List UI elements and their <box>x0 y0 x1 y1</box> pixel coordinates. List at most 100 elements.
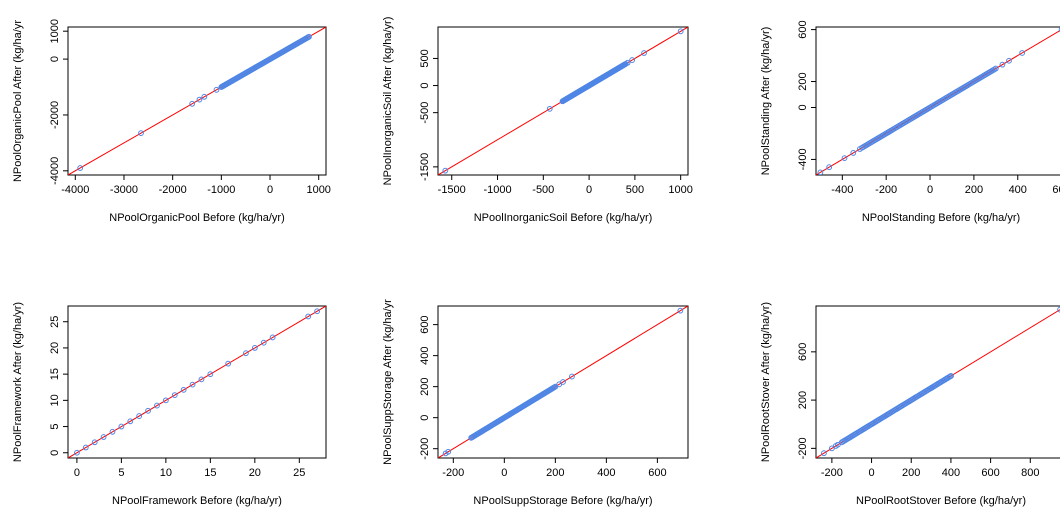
y-tick-label: -4000 <box>49 157 61 185</box>
y-tick-label: 0 <box>419 82 431 88</box>
x-axis-title: NPoolOrganicPool Before (kg/ha/yr) <box>109 212 284 224</box>
data-point <box>442 167 449 174</box>
x-tick-label: 0 <box>586 184 592 196</box>
y-axis-title: NPoolInorganicSoil After (kg/ha/yr) <box>382 17 394 186</box>
data-point <box>196 96 203 103</box>
data-point <box>938 379 944 385</box>
data-point <box>127 418 134 425</box>
y-tick-label: -2000 <box>49 101 61 129</box>
x-tick-label: -200 <box>875 184 897 196</box>
data-point <box>1058 27 1060 33</box>
x-tick-label: 0 <box>267 184 273 196</box>
y-tick-label: 0 <box>49 450 61 456</box>
y-tick-label: -200 <box>797 437 809 459</box>
x-axis-title: NPoolSuppStorage Before (kg/ha/yr) <box>473 495 652 507</box>
x-tick-label: 5 <box>118 467 124 479</box>
data-point <box>560 379 566 385</box>
data-point <box>546 105 553 112</box>
y-tick-label: 200 <box>797 391 809 409</box>
plot-frame <box>437 26 689 176</box>
y-axis-title: NPoolOrganicPool After (kg/ha/yr <box>12 20 24 182</box>
y-tick-label: 20 <box>49 342 61 354</box>
data-point <box>189 381 196 388</box>
data-point <box>306 33 312 40</box>
x-tick-label: 0 <box>74 467 80 479</box>
x-tick-label: 400 <box>1009 184 1027 196</box>
y-tick-label: -500 <box>419 102 431 124</box>
data-point <box>1019 50 1026 56</box>
y-tick-label: 200 <box>797 72 809 90</box>
y-tick-label: -1500 <box>419 153 431 181</box>
x-tick-label: -1500 <box>438 184 466 196</box>
data-point <box>677 307 684 314</box>
y-tick-label: -400 <box>797 148 809 170</box>
data-point <box>136 413 143 419</box>
data-point <box>856 146 863 152</box>
data-point <box>243 350 249 357</box>
data-point <box>948 373 954 379</box>
x-tick-label: 600 <box>1052 184 1060 196</box>
data-point <box>834 441 841 448</box>
data-point <box>223 81 230 88</box>
plot-frame <box>815 26 1060 176</box>
y-tick-label: 500 <box>419 49 431 67</box>
x-tick-label: -400 <box>831 184 853 196</box>
data-point <box>73 449 80 456</box>
data-point <box>198 376 205 383</box>
x-tick-label: 200 <box>965 184 983 196</box>
data-point <box>91 439 98 446</box>
data-point <box>162 397 169 404</box>
data-point <box>821 450 827 457</box>
data-point <box>992 65 999 72</box>
data-point <box>850 150 857 156</box>
data-point <box>305 313 312 320</box>
y-axis-title: NPoolRootStover After (kg/ha/yr) <box>760 302 772 462</box>
data-point <box>138 130 144 137</box>
x-tick-label: 600 <box>648 467 666 479</box>
data-point <box>826 164 833 171</box>
y-axis-title: NPoolFramework After (kg/ha/yr) <box>12 302 24 462</box>
plot-frame <box>815 305 1060 459</box>
x-axis-title: NPoolInorganicSoil Before (kg/ha/yr) <box>474 212 653 224</box>
y-tick-label: 0 <box>49 56 61 62</box>
data-point <box>817 169 824 175</box>
y-tick-label: 600 <box>419 315 431 333</box>
data-point <box>260 339 267 346</box>
data-point <box>154 402 160 409</box>
y-tick-label: 200 <box>419 377 431 395</box>
y-tick-label: 0 <box>419 415 431 421</box>
x-axis-title: NPoolFramework Before (kg/ha/yr) <box>112 495 282 507</box>
data-point <box>677 28 684 35</box>
data-point <box>189 100 196 107</box>
x-tick-label: 20 <box>249 467 261 479</box>
x-tick-label: -4000 <box>61 184 89 196</box>
data-point <box>77 165 84 171</box>
data-point <box>928 385 934 391</box>
data-point <box>624 59 631 66</box>
y-tick-label: 5 <box>49 423 61 429</box>
data-point <box>225 360 232 367</box>
data-point <box>171 392 178 399</box>
y-tick-label: -200 <box>419 438 431 460</box>
y-tick-label: 25 <box>49 316 61 328</box>
x-tick-label: 0 <box>927 184 933 196</box>
x-tick-label: 10 <box>160 467 172 479</box>
data-point <box>251 345 258 351</box>
y-tick-label: 400 <box>419 346 431 364</box>
x-tick-label: 200 <box>546 467 564 479</box>
x-tick-label: 400 <box>597 467 615 479</box>
y-tick-label: 10 <box>49 394 61 406</box>
x-tick-label: -1000 <box>483 184 511 196</box>
data-point <box>999 61 1006 68</box>
data-point <box>314 308 321 315</box>
data-point <box>269 334 276 341</box>
data-point <box>1006 57 1012 64</box>
plot-frame <box>67 305 327 459</box>
data-points <box>817 27 1060 175</box>
